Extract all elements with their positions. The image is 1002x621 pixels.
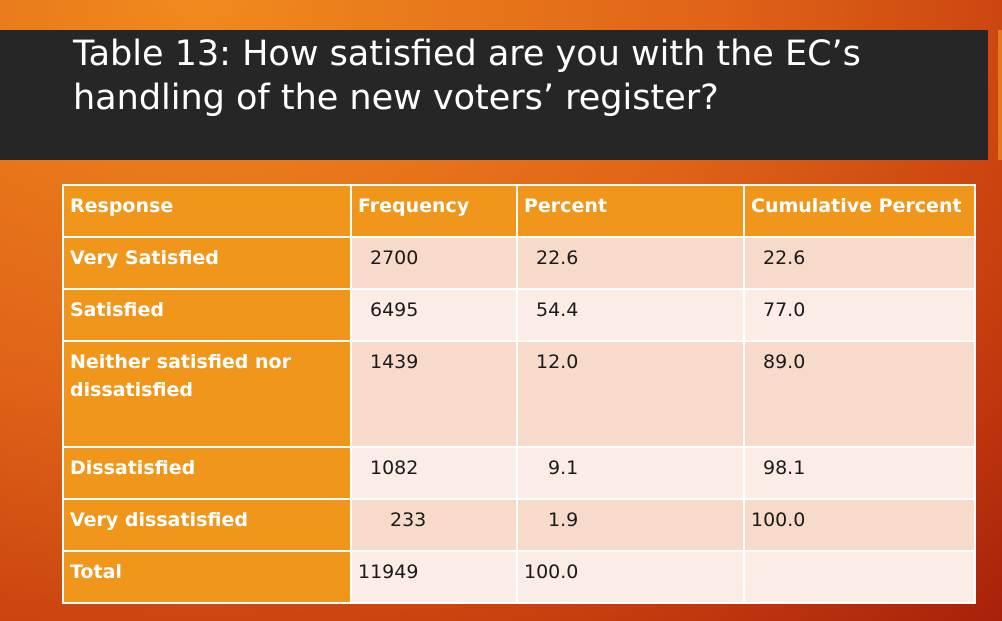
table-header-row: Response Frequency Percent Cumulative Pe… [62,184,976,238]
frequency-cell: 11949 [350,550,518,604]
frequency-cell: 233 [350,498,518,552]
frequency-cell: 1082 [350,446,518,500]
percent-cell: 100.0 [516,550,745,604]
response-cell: Neither satisfied nor dissatisfied [62,340,352,448]
response-cell: Very dissatisfied [62,498,352,552]
cumulative-cell [743,550,976,604]
percent-cell: 12.0 [516,340,745,448]
frequency-cell: 2700 [350,236,518,290]
cumulative-cell: 22.6 [743,236,976,290]
table-row: Neither satisfied nor dissatisfied 1439 … [62,340,976,448]
table-row: Very Satisfied 2700 22.6 22.6 [62,236,976,290]
frequency-cell: 6495 [350,288,518,342]
percent-cell: 1.9 [516,498,745,552]
percent-cell: 22.6 [516,236,745,290]
header-response: Response [62,184,352,238]
frequency-cell: 1439 [350,340,518,448]
response-cell: Dissatisfied [62,446,352,500]
response-cell: Total [62,550,352,604]
title-accent-bar [998,30,1002,160]
cumulative-cell: 100.0 [743,498,976,552]
table-row: Satisfied 6495 54.4 77.0 [62,288,976,342]
header-percent: Percent [516,184,745,238]
table-row: Dissatisfied 1082 9.1 98.1 [62,446,976,500]
satisfaction-table: Response Frequency Percent Cumulative Pe… [62,184,976,604]
table-row-total: Total 11949 100.0 [62,550,976,604]
header-frequency: Frequency [350,184,518,238]
slide-title: Table 13: How satisfied are you with the… [73,34,861,118]
title-band [0,30,988,160]
table-row: Very dissatisfied 233 1.9 100.0 [62,498,976,552]
cumulative-cell: 77.0 [743,288,976,342]
header-cumulative-percent: Cumulative Percent [743,184,976,238]
cumulative-cell: 98.1 [743,446,976,500]
response-cell: Satisfied [62,288,352,342]
percent-cell: 9.1 [516,446,745,500]
percent-cell: 54.4 [516,288,745,342]
response-cell: Very Satisfied [62,236,352,290]
cumulative-cell: 89.0 [743,340,976,448]
